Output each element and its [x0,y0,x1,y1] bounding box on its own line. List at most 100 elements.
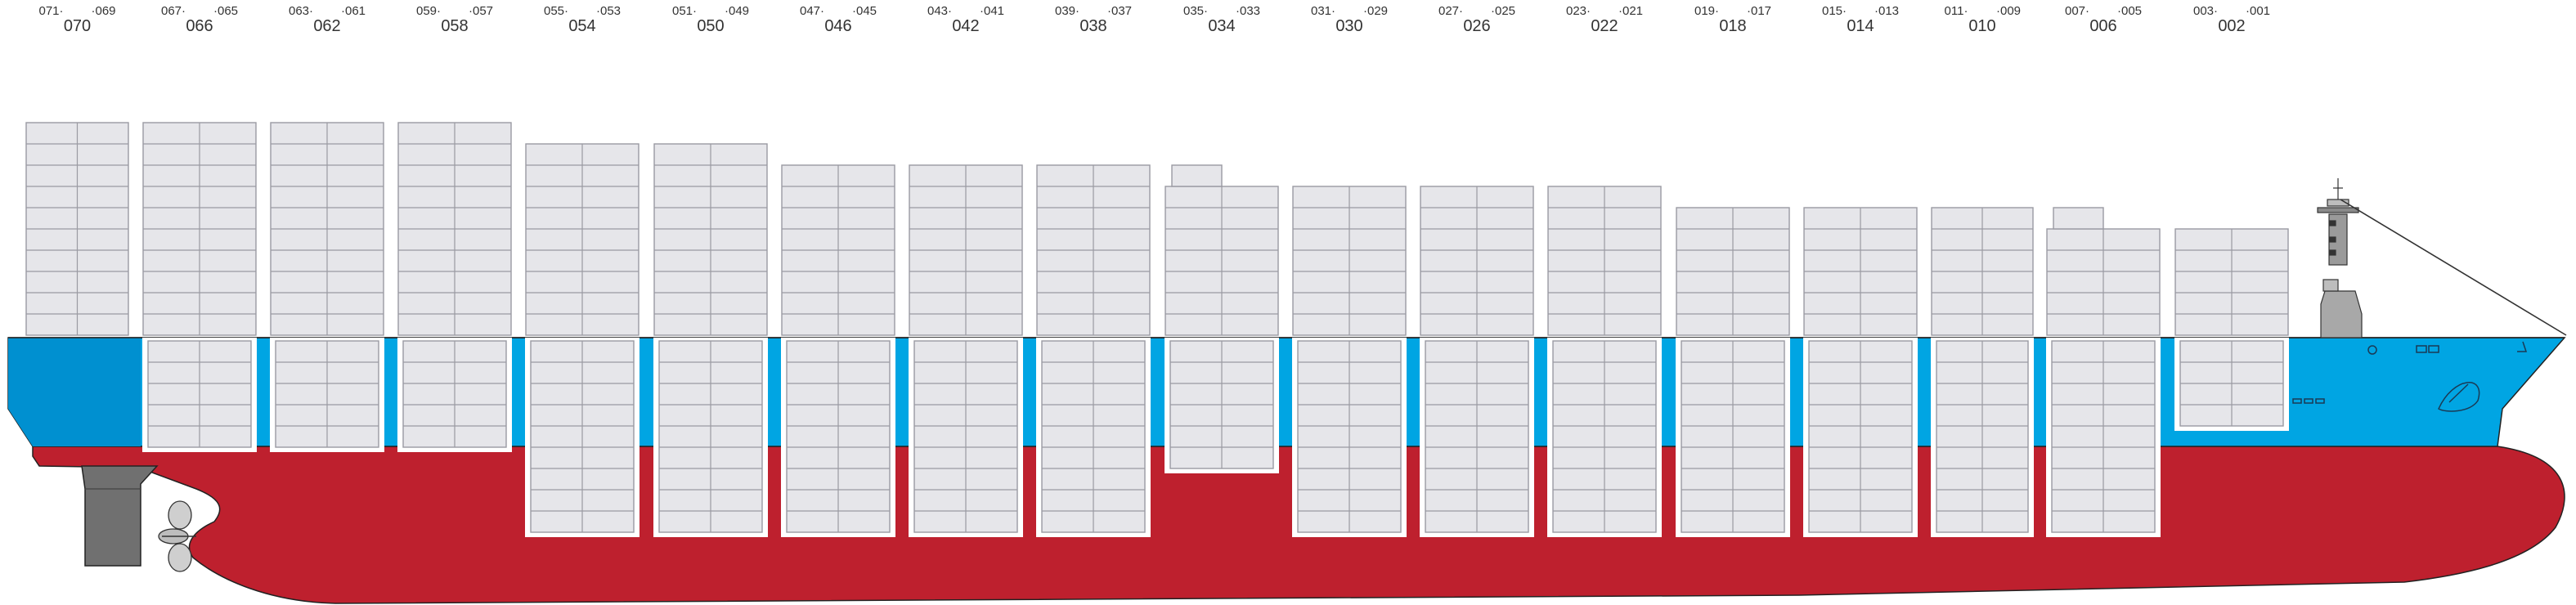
deck-stack-038 [1036,164,1151,336]
deck-stack-006 [2046,207,2161,336]
bay-number: 006 [2089,17,2116,35]
bay-fwd-label: ·029 [1363,4,1388,18]
bay-fwd-label: ·065 [213,4,238,18]
bay-fwd-label: ·009 [1996,4,2021,18]
bay-fwd-label: ·037 [1107,4,1132,18]
bay-number: 066 [186,17,213,35]
bay-number: 058 [441,17,468,35]
deck-stack-046 [781,164,895,336]
deck-extra-container [2053,207,2104,230]
bay-aft-label: 047· [800,4,824,18]
bay-number: 054 [568,17,595,35]
deck-stack-034 [1165,164,1279,336]
deck-stack-002 [2174,228,2289,336]
deck-stack-054 [525,143,640,336]
deck-extra-container [1171,164,1223,187]
bay-number: 026 [1463,17,1490,35]
bay-fwd-label: ·021 [1618,4,1643,18]
deck-stack-058 [397,122,512,336]
propeller [158,500,196,572]
hold-stack-010 [1931,338,2034,537]
deck-stack-070 [25,122,129,336]
bay-aft-label: 003· [2193,4,2218,18]
hold-stack-002 [2174,338,2289,431]
deck-stack-050 [653,143,768,336]
hull-aft-section [8,338,141,446]
bay-aft-label: 015· [1822,4,1847,18]
deck-stack-042 [909,164,1023,336]
bay-number: 050 [697,17,724,35]
bay-fwd-label: ·033 [1236,4,1260,18]
bay-fwd-label: ·013 [1874,4,1899,18]
bay-number: 062 [313,17,340,35]
hold-stack-046 [781,338,895,537]
bay-aft-label: 011· [1945,4,1968,18]
hold-stack-038 [1036,338,1151,537]
hold-stack-042 [909,338,1023,537]
bay-fwd-label: ·041 [980,4,1004,18]
hold-stack-022 [1547,338,1662,537]
deck-stack-026 [1420,186,1534,336]
deck-stack-062 [270,122,384,336]
hold-stack-034 [1165,338,1279,473]
bay-number: 034 [1208,17,1235,35]
hold-stack-066 [142,338,257,452]
bay-fwd-label: ·045 [852,4,877,18]
bay-aft-label: 027· [1438,4,1463,18]
bay-aft-label: 023· [1566,4,1591,18]
bay-fwd-label: ·053 [596,4,621,18]
hold-stack-050 [653,338,768,537]
bay-fwd-label: ·005 [2117,4,2142,18]
bay-aft-label: 019· [1694,4,1719,18]
bay-aft-label: 059· [416,4,441,18]
bay-fwd-label: ·025 [1491,4,1515,18]
deck-stack-010 [1931,207,2034,336]
hold-stack-006 [2046,338,2161,537]
bay-number: 046 [824,17,851,35]
bow-details [2292,341,2528,412]
deck-containers [25,122,2289,336]
bay-number: 010 [1968,17,1995,35]
bay-aft-label: 051· [672,4,697,18]
bay-number: 014 [1847,17,1874,35]
deck-stack-018 [1676,207,1790,336]
bay-aft-label: 031· [1311,4,1335,18]
hold-stack-018 [1676,338,1790,537]
deck-stack-014 [1803,207,1918,336]
bay-number: 070 [64,17,91,35]
hold-stack-058 [397,338,512,452]
rudder [81,465,159,567]
bay-aft-label: 055· [544,4,568,18]
bay-aft-label: 035· [1183,4,1208,18]
bay-number: 018 [1719,17,1746,35]
bay-aft-label: 071· [38,4,63,18]
bay-number: 002 [2218,17,2245,35]
bay-aft-label: 063· [289,4,313,18]
hold-stack-054 [525,338,640,537]
bay-fwd-label: ·061 [341,4,366,18]
hold-stack-014 [1803,338,1918,537]
bay-aft-label: 067· [161,4,186,18]
bay-fwd-label: ·069 [91,4,115,18]
hold-stack-030 [1292,338,1407,537]
bay-number: 038 [1079,17,1106,35]
bay-fwd-label: ·057 [469,4,493,18]
bridge-mast [2317,178,2567,338]
cargo-holds [142,338,2289,537]
bay-aft-label: 007· [2065,4,2089,18]
bay-number: 030 [1335,17,1362,35]
bay-fwd-label: ·001 [2246,4,2270,18]
hold-stack-062 [270,338,384,452]
bay-number: 042 [952,17,979,35]
bay-aft-label: 043· [927,4,952,18]
bay-aft-label: 039· [1055,4,1079,18]
bay-fwd-label: ·017 [1747,4,1771,18]
hold-stack-026 [1420,338,1534,537]
bay-number: 022 [1591,17,1618,35]
deck-stack-022 [1547,186,1662,336]
deck-stack-030 [1292,186,1407,336]
deck-stack-066 [142,122,257,336]
bay-fwd-label: ·049 [725,4,749,18]
